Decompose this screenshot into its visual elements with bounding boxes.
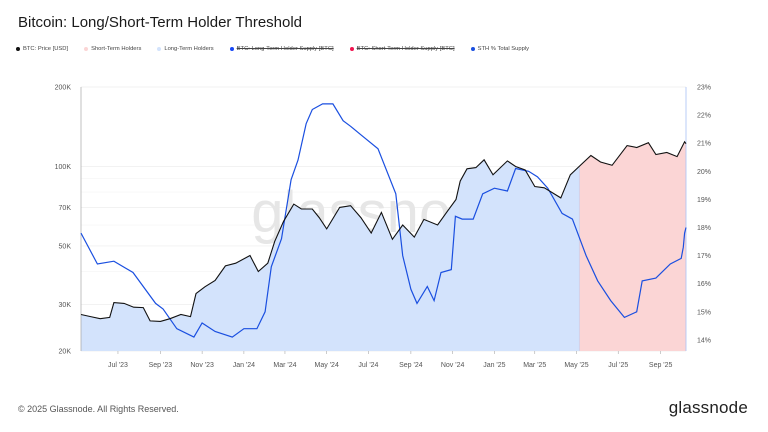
- sth-percent-line: [80, 103, 687, 338]
- y-right-tick-label: 20%: [697, 169, 711, 176]
- y-left-tick-label: 70K: [59, 205, 72, 212]
- y-left-tick-label: 30K: [59, 302, 72, 309]
- y-right-tick-label: 14%: [697, 337, 711, 344]
- y-left-tick-label: 100K: [55, 164, 72, 171]
- legend-item[interactable]: BTC: Long-Term Holder Supply [BTC]: [229, 46, 334, 52]
- legend-label: BTC: Price [USD]: [23, 46, 69, 52]
- btc-price-line: [80, 140, 687, 322]
- y-right-tick-label: 15%: [697, 309, 711, 316]
- copyright-footer: © 2025 Glassnode. All Rights Reserved.: [18, 404, 179, 414]
- x-tick-label: Jan '25: [483, 362, 505, 369]
- legend-dot-icon: [229, 47, 234, 51]
- y-right-tick-label: 18%: [697, 225, 711, 232]
- x-tick-label: Mar '25: [523, 362, 546, 369]
- legend-label: BTC: Long-Term Holder Supply [BTC]: [236, 46, 334, 52]
- legend-item[interactable]: STH % Total Supply: [470, 46, 530, 52]
- x-tick-label: Nov '23: [190, 362, 214, 369]
- x-tick-label: Nov '24: [441, 362, 465, 369]
- y-right-tick-label: 22%: [697, 113, 711, 120]
- legend-label: Short-Term Holders: [91, 46, 142, 52]
- x-tick-label: May '24: [315, 362, 339, 369]
- legend-dot-icon: [157, 47, 162, 51]
- short-term-holders-area: [579, 141, 686, 351]
- x-tick-label: Sep '25: [649, 362, 673, 369]
- long-term-holders-area: [81, 159, 580, 351]
- y-right-tick-label: 23%: [697, 85, 711, 92]
- y-right-tick-label: 16%: [697, 281, 711, 288]
- y-right-tick-label: 19%: [697, 197, 711, 204]
- x-tick-label: Jan '24: [233, 362, 255, 369]
- legend: BTC: Price [USD] Short-Term Holders Long-T…: [16, 46, 529, 52]
- y-right-tick-label: 17%: [697, 253, 711, 260]
- x-tick-label: Mar '24: [273, 362, 296, 369]
- legend-item[interactable]: Short-Term Holders: [84, 46, 141, 52]
- legend-dot-icon: [16, 47, 20, 51]
- legend-item[interactable]: Long-Term Holders: [157, 46, 214, 52]
- y-left-tick-label: 200K: [55, 85, 72, 92]
- legend-label: BTC: Short-Term Holder Supply [BTC]: [356, 46, 455, 52]
- x-tick-label: Jul '24: [358, 362, 378, 369]
- chart-title: Bitcoin: Long/Short-Term Holder Threshol…: [18, 14, 303, 31]
- x-tick-label: Jul '23: [108, 362, 128, 369]
- x-tick-label: May '25: [564, 362, 588, 369]
- legend-label: STH % Total Supply: [477, 46, 530, 52]
- y-right-tick-label: 21%: [697, 141, 711, 148]
- legend-item[interactable]: BTC: Price [USD]: [16, 46, 68, 52]
- legend-dot-icon: [84, 47, 89, 51]
- legend-label: Long-Term Holders: [164, 46, 214, 52]
- y-left-tick-label: 20K: [59, 349, 72, 356]
- x-tick-label: Sep '24: [399, 362, 423, 369]
- legend-dot-icon: [349, 47, 354, 51]
- x-tick-label: Jul '25: [608, 362, 628, 369]
- x-tick-label: Sep '23: [149, 362, 173, 369]
- y-left-tick-label: 50K: [59, 243, 72, 250]
- legend-item[interactable]: BTC: Short-Term Holder Supply [BTC]: [349, 46, 455, 52]
- legend-dot-icon: [470, 47, 475, 51]
- glassnode-logo: glassnode: [668, 398, 748, 417]
